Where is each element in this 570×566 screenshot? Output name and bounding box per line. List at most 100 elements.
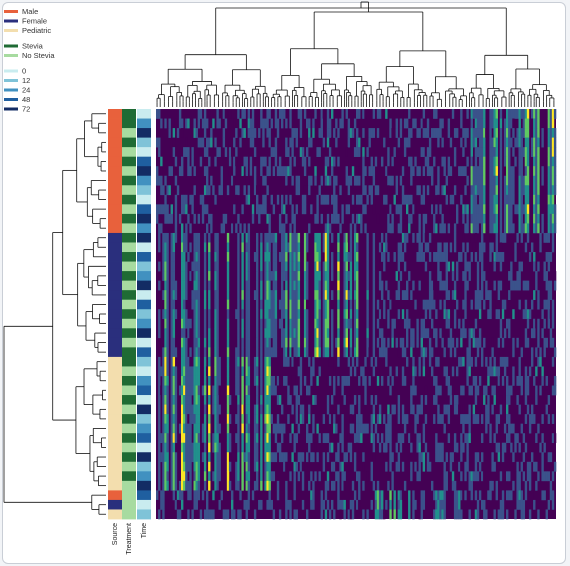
heatmap-cell xyxy=(476,118,480,129)
heatmap-cell xyxy=(293,471,296,482)
heatmap-cell xyxy=(358,499,361,510)
heatmap-cell xyxy=(491,204,494,215)
heatmap-cell xyxy=(489,185,492,196)
heatmap-cell xyxy=(476,290,480,300)
heatmap-cell xyxy=(487,366,490,377)
heatmap-cell xyxy=(545,471,548,482)
heatmap-cell xyxy=(268,213,271,224)
heatmap-cell xyxy=(181,166,184,177)
heatmap-cell xyxy=(483,223,486,234)
heatmap-cell xyxy=(253,452,257,463)
heatmap-cell xyxy=(476,499,480,510)
heatmap-cell xyxy=(283,290,286,300)
heatmap-cell xyxy=(385,242,388,253)
heatmap-cell xyxy=(520,223,523,234)
heatmap-cell xyxy=(408,271,411,281)
heatmap-cell xyxy=(516,395,519,405)
heatmap-cell xyxy=(183,404,186,415)
heatmap-cell xyxy=(203,290,207,300)
heatmap-cell xyxy=(547,137,551,148)
heatmap-cell xyxy=(268,232,271,243)
heatmap-cell xyxy=(285,166,288,177)
heatmap-cell xyxy=(256,471,259,482)
heatmap-cell xyxy=(268,223,271,234)
heatmap-cell xyxy=(285,318,288,329)
heatmap-cell xyxy=(549,118,553,129)
heatmap-cell xyxy=(537,328,540,339)
heatmap-cell xyxy=(401,290,405,300)
heatmap-cell xyxy=(170,442,173,453)
heatmap-cell xyxy=(468,271,471,281)
heatmap-cell xyxy=(370,395,373,405)
heatmap-cell xyxy=(191,299,194,310)
heatmap-cell xyxy=(245,156,248,167)
heatmap-cell xyxy=(445,252,448,262)
heatmap-cell xyxy=(253,366,257,377)
heatmap-cell xyxy=(524,375,528,386)
heatmap-cell xyxy=(493,204,496,215)
heatmap-cell xyxy=(551,490,555,501)
heatmap-cell xyxy=(460,442,463,453)
heatmap-cell xyxy=(537,299,540,310)
heatmap-cell xyxy=(318,366,321,377)
heatmap-cell xyxy=(253,509,257,520)
heatmap-cell xyxy=(272,261,276,272)
heatmap-cell xyxy=(464,166,467,177)
heatmap-cell xyxy=(535,385,538,396)
heatmap-cell xyxy=(381,452,384,463)
heatmap-cell xyxy=(510,385,513,396)
heatmap-cell xyxy=(281,109,284,119)
heatmap-cell xyxy=(414,423,417,434)
annotation-cell-time xyxy=(137,356,151,367)
heatmap-cell xyxy=(260,299,263,310)
heatmap-cell xyxy=(376,490,380,501)
heatmap-cell xyxy=(508,490,511,501)
heatmap-cell xyxy=(170,213,173,224)
heatmap-cell xyxy=(324,347,328,358)
heatmap-cell xyxy=(351,194,355,205)
heatmap-cell xyxy=(383,299,386,310)
heatmap-cell xyxy=(397,461,401,472)
heatmap-cell xyxy=(499,356,503,367)
heatmap-cell xyxy=(437,166,440,177)
heatmap-cell xyxy=(337,499,340,510)
heatmap-cell xyxy=(495,423,498,434)
heatmap-cell xyxy=(166,185,169,196)
heatmap-cell xyxy=(170,395,173,405)
heatmap-cell xyxy=(256,299,259,310)
heatmap-cell xyxy=(356,299,359,310)
heatmap-cell xyxy=(489,213,492,224)
heatmap-cell xyxy=(156,109,159,119)
heatmap-cell xyxy=(551,156,555,167)
heatmap-cell xyxy=(495,414,498,424)
heatmap-cell xyxy=(320,213,323,224)
annotation-cell-treatment xyxy=(122,442,136,453)
heatmap-cell xyxy=(214,395,217,405)
heatmap-cell xyxy=(385,347,388,358)
heatmap-cell xyxy=(499,252,503,262)
heatmap-cell xyxy=(287,166,290,177)
heatmap-cell xyxy=(495,147,498,157)
heatmap-cell xyxy=(185,404,188,415)
heatmap-cell xyxy=(478,128,482,138)
heatmap-cell xyxy=(333,461,336,472)
heatmap-cell xyxy=(318,128,321,138)
heatmap-cell xyxy=(491,347,494,358)
heatmap-cell xyxy=(326,395,330,405)
heatmap-cell xyxy=(478,223,482,234)
heatmap-cell xyxy=(226,395,230,405)
heatmap-cell xyxy=(266,280,269,291)
heatmap-cell xyxy=(197,271,201,281)
heatmap-cell xyxy=(422,147,426,157)
heatmap-cell xyxy=(314,337,317,348)
heatmap-cell xyxy=(285,509,288,520)
heatmap-cell xyxy=(503,356,507,367)
heatmap-cell xyxy=(281,252,284,262)
annotation-cell-treatment xyxy=(122,147,136,158)
heatmap-cell xyxy=(247,375,251,386)
heatmap-cell xyxy=(249,137,253,148)
heatmap-cell xyxy=(185,318,188,329)
annotation-cell-treatment xyxy=(122,404,136,415)
heatmap-cell xyxy=(168,166,171,177)
heatmap-cell xyxy=(420,347,423,358)
